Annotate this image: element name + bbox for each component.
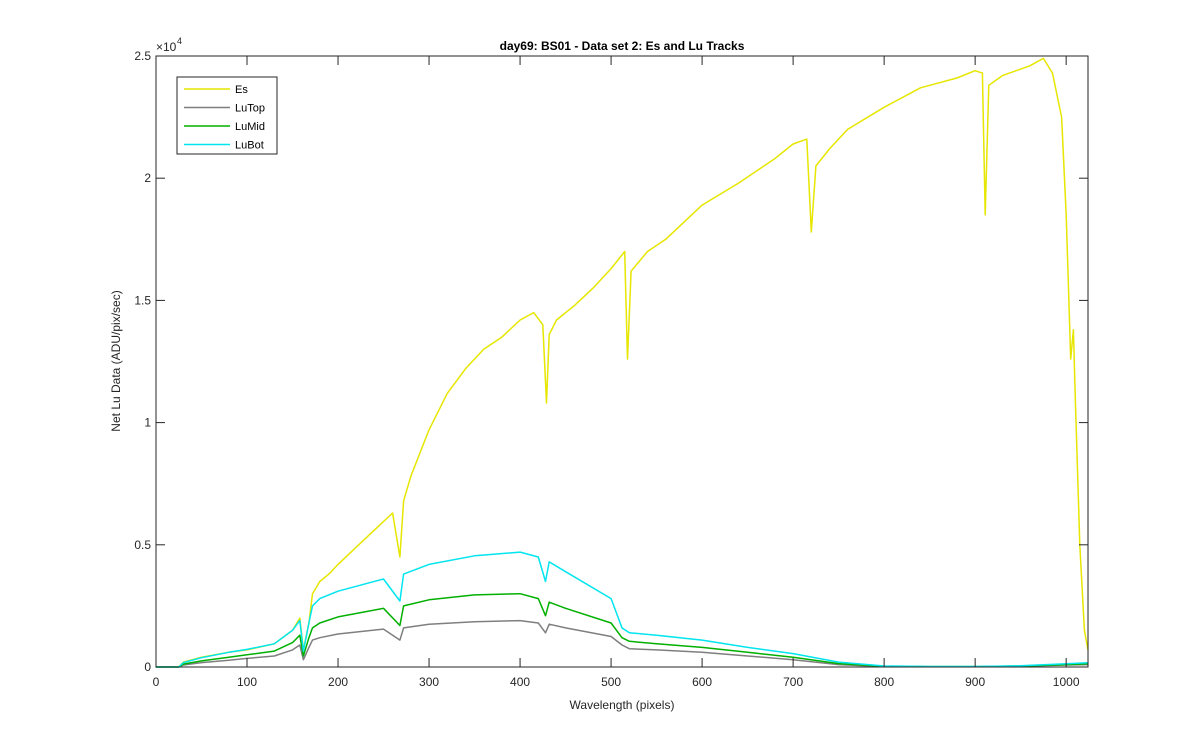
legend-label-es: Es bbox=[235, 84, 248, 96]
series-line-es bbox=[156, 57, 1089, 668]
x-tick-label: 400 bbox=[510, 675, 530, 689]
y-tick-label: 1.5 bbox=[134, 293, 151, 307]
x-tick-label: 300 bbox=[419, 675, 439, 689]
series-line-lubot bbox=[156, 551, 1089, 668]
y-tick-label: 1 bbox=[144, 416, 151, 430]
x-tick-label: 100 bbox=[237, 675, 257, 689]
legend-label-lutop: LuTop bbox=[235, 103, 265, 115]
x-tick-label: 900 bbox=[965, 675, 985, 689]
x-tick-label: 600 bbox=[692, 675, 712, 689]
x-axis: 0 100 200 300 400 500 600 700 800 900 1000 bbox=[153, 56, 1080, 689]
plot-frame bbox=[155, 55, 1089, 668]
y-exponent-base: ×10 bbox=[156, 40, 177, 54]
y-exponent-power: 4 bbox=[177, 36, 182, 46]
x-tick-label: 1000 bbox=[1053, 675, 1080, 689]
y-axis: 0 0.5 1 1.5 2 2.5 bbox=[134, 49, 1088, 674]
series-line-lutop bbox=[156, 619, 1089, 668]
legend-box bbox=[176, 76, 278, 155]
plot-area bbox=[156, 56, 1088, 667]
x-axis-label: Wavelength (pixels) bbox=[570, 698, 675, 712]
x-tick-label: 500 bbox=[601, 675, 621, 689]
y-tick-label: 2 bbox=[144, 171, 151, 185]
y-tick-label: 2.5 bbox=[134, 49, 151, 63]
x-tick-label: 800 bbox=[874, 675, 894, 689]
x-tick-label: 200 bbox=[328, 675, 348, 689]
chart-title: day69: BS01 - Data set 2: Es and Lu Trac… bbox=[500, 39, 745, 53]
series-layer bbox=[156, 57, 1089, 668]
y-axis-label: Net Lu Data (ADU/pix/sec) bbox=[109, 290, 123, 431]
legend-items: Es LuTop LuMid LuBot bbox=[184, 84, 265, 152]
legend-label-lubot: LuBot bbox=[235, 140, 264, 152]
x-tick-label: 0 bbox=[153, 675, 160, 689]
x-tick-label: 700 bbox=[783, 675, 803, 689]
series-line-lumid bbox=[156, 592, 1089, 668]
y-tick-label: 0.5 bbox=[134, 538, 151, 552]
legend: Es LuTop LuMid LuBot bbox=[176, 76, 278, 155]
legend-label-lumid: LuMid bbox=[235, 121, 265, 133]
y-tick-label: 0 bbox=[144, 660, 151, 674]
